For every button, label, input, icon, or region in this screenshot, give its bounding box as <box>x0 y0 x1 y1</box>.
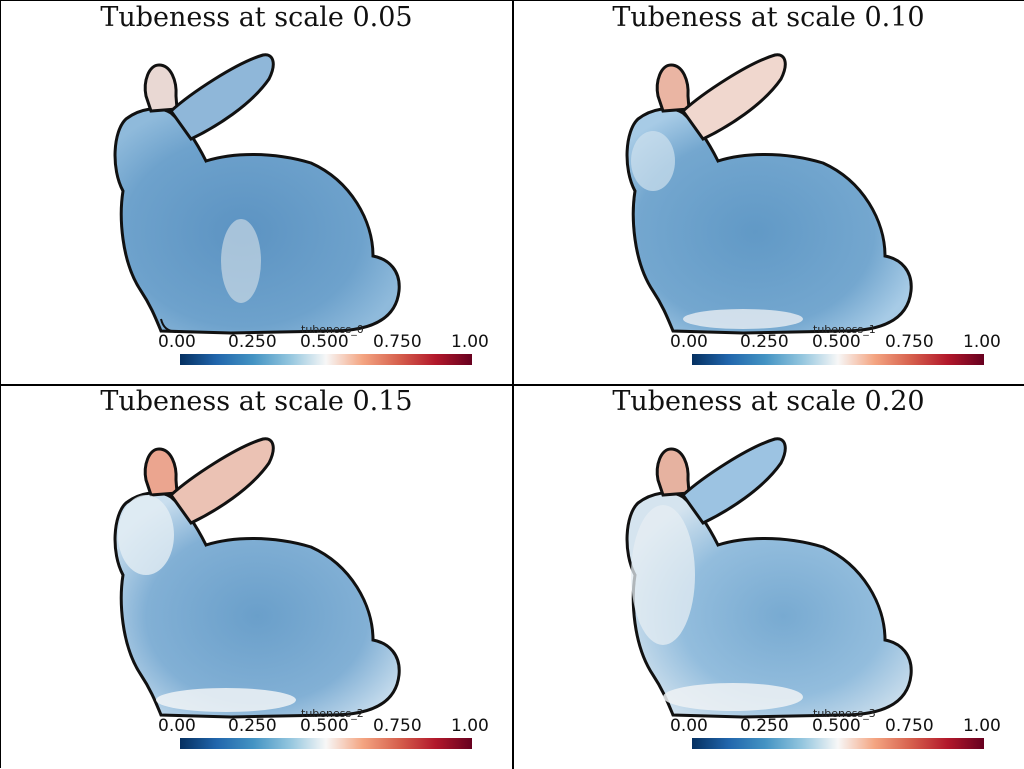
colorbar-tick: 0.750 <box>885 716 934 736</box>
colorbar-tick: 0.00 <box>670 332 708 352</box>
colorbar-tick: 1.00 <box>451 716 489 736</box>
colorbar <box>692 738 984 749</box>
panel-scale-0-10: Tubeness at scale 0.10 tubeness_1 0.00 0… <box>513 1 1024 384</box>
panel-title: Tubeness at scale 0.15 <box>100 386 413 417</box>
colorbar-tick: 0.00 <box>158 332 196 352</box>
colorbar-tick: 0.750 <box>373 716 422 736</box>
colorbar-tick: 0.500 <box>812 332 861 352</box>
panel-scale-0-05: Tubeness at scale 0.05 tubeness_0 0.00 0… <box>1 1 512 384</box>
colorbar-tick: 0.500 <box>812 716 861 736</box>
panel-title: Tubeness at scale 0.05 <box>100 2 413 33</box>
colorbar-tick: 0.750 <box>885 332 934 352</box>
colorbar <box>180 354 472 365</box>
panel-title: Tubeness at scale 0.20 <box>612 386 925 417</box>
colorbar-field-name: tubeness_1 <box>813 323 876 336</box>
bunny-mesh-render <box>113 437 401 719</box>
panel-scale-0-20: Tubeness at scale 0.20 tubeness_3 0.00 0… <box>513 385 1024 768</box>
colorbar-field-name: tubeness_0 <box>301 323 364 336</box>
colorbar <box>180 738 472 749</box>
colorbar-field-name: tubeness_3 <box>813 707 876 720</box>
colorbar-tick: 0.250 <box>740 332 789 352</box>
colorbar-tick: 1.00 <box>963 716 1001 736</box>
bunny-mesh-render <box>625 437 913 719</box>
colorbar-tick: 0.500 <box>300 716 349 736</box>
colorbar-tick: 0.750 <box>373 332 422 352</box>
colorbar-tick: 0.00 <box>670 716 708 736</box>
colorbar-field-name: tubeness_2 <box>301 707 364 720</box>
colorbar <box>692 354 984 365</box>
colorbar-tick: 1.00 <box>451 332 489 352</box>
colorbar-tick: 0.250 <box>228 332 277 352</box>
colorbar-tick: 0.00 <box>158 716 196 736</box>
panel-divider-horizontal <box>1 384 1024 386</box>
panel-title: Tubeness at scale 0.10 <box>612 2 925 33</box>
bunny-mesh-render <box>113 53 401 335</box>
bunny-mesh-render <box>625 53 913 335</box>
colorbar-tick: 0.250 <box>228 716 277 736</box>
panel-scale-0-15: Tubeness at scale 0.15 tubeness_2 0.00 0… <box>1 385 512 768</box>
colorbar-tick: 0.500 <box>300 332 349 352</box>
colorbar-tick: 1.00 <box>963 332 1001 352</box>
colorbar-tick: 0.250 <box>740 716 789 736</box>
